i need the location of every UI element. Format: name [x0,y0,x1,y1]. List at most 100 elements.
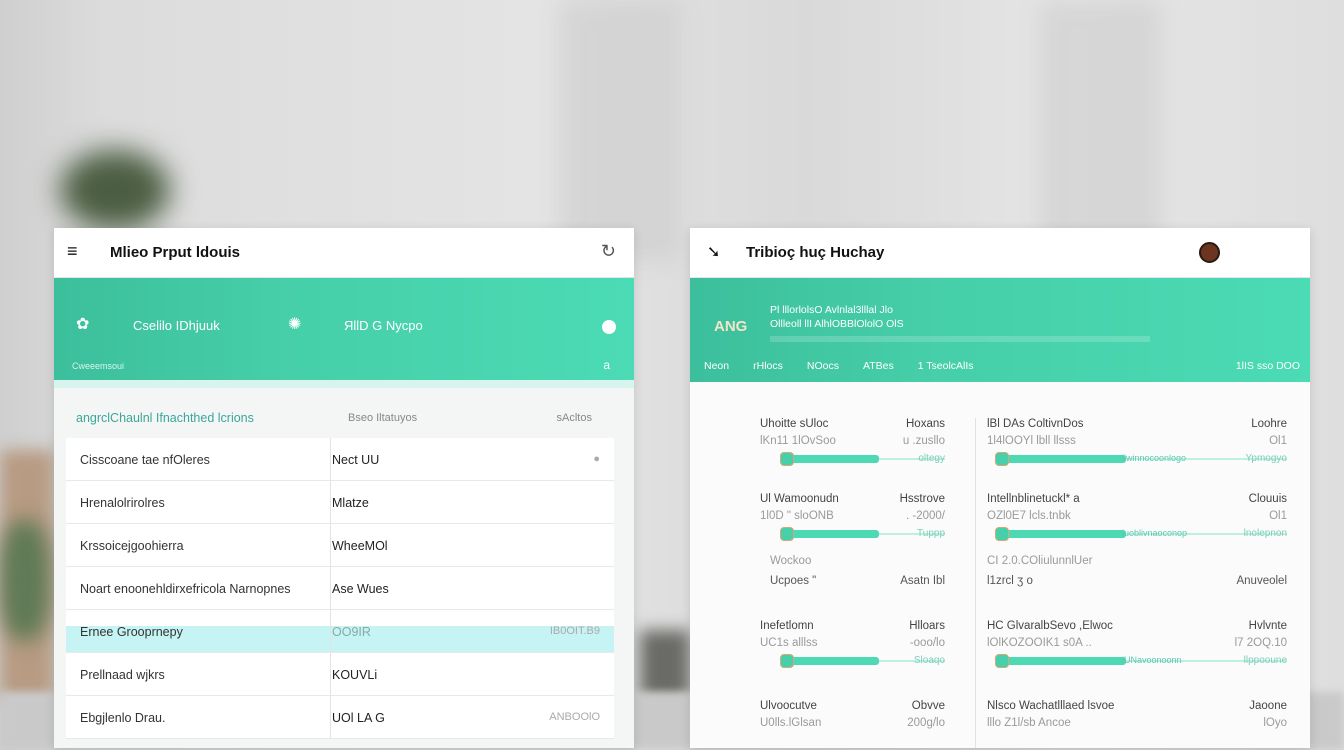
stat-sub-value: l7 2OQ.10 [1234,637,1287,649]
progress-handle[interactable] [780,654,794,668]
nav-tab[interactable]: ATBes [862,360,894,372]
stat-sub: 1l4lOOYl lbll llsss [987,435,1076,447]
stat-sub-value: 200g/lo [907,717,945,729]
nav-tab[interactable]: Neon [704,360,730,372]
stat-note-label: Ucpoes " [770,575,817,587]
stat-sub-value: lOyo [1263,717,1287,729]
stat-note-value: Anuveolel [1236,575,1287,587]
badge-icon: ✿ [76,316,90,333]
nav-tabs: Neon rHlocs NOocs ATBes 1 TseolcAlIs [704,360,974,372]
status-dot-icon[interactable] [602,320,616,334]
back-arrow-icon[interactable]: ➘ [707,244,721,261]
stat-label: Intellnblinetuckl* a [987,493,1080,505]
row-name: Krssoicejgoohierra [80,539,184,553]
progress-handle[interactable] [780,452,794,466]
divider [54,380,634,388]
column-divider [330,567,331,609]
stat-block: Nlsco Wachatlllaed lsvoe Jaoone lllo Z1l/s… [987,700,1287,748]
table-row[interactable]: Hrenalolrirolres Mlatze [66,481,614,524]
stat-block: Intellnblinetuckl* a Clouuis OZl0E7 lcls.t… [987,493,1287,587]
stat-label: Uhoitte sUloc [760,418,829,430]
stat-block: Inefetlomn Hlloars UC1s alllss -ooo/lo Sloaq… [760,620,945,680]
table-row[interactable]: Prellnaad wjkrs KOUVLi [66,653,614,696]
background-column [1040,0,1160,260]
row-value: UOl LA G [332,711,385,725]
page-title: Tribioç huç Huchay [746,244,885,261]
stat-sub-value: Ol1 [1269,510,1287,522]
progress-fill [780,657,879,665]
stat-value: Hlloars [909,620,945,632]
avatar[interactable] [1199,242,1220,263]
section-right-label: sAcltos [556,412,592,424]
nav-tab[interactable]: 1 TseolcAlIs [917,360,974,372]
banner-count: a [603,358,610,372]
row-value: OO9IR [332,625,371,639]
progress-text: luoblivnaoconop [1122,528,1188,538]
nav-tab[interactable]: rHlocs [753,360,783,372]
progress-handle[interactable] [995,654,1009,668]
logo: ANG [714,318,748,335]
section-column-label: Bseo Iltatuyos [348,412,418,424]
column-divider [330,610,331,652]
stat-sub: UC1s alllss [760,637,818,649]
stat-label: Ulvoocutve [760,700,817,712]
progress-handle[interactable] [780,527,794,541]
menu-icon[interactable]: ≡ [67,241,78,261]
gear-icon: ✺ [288,316,302,333]
stat-sub: OZl0E7 lcls.tnbk [987,510,1071,522]
row-name: Hrenalolrirolres [80,496,165,510]
banner-subtitle: Cweeemsoui [72,361,125,371]
progress-fill [995,455,1127,463]
stat-sub-value: u .zusllo [902,435,945,447]
stats-content: Uhoitte sUloc Hoxans lKn11 1lOvSoo u .zusll… [690,228,1310,748]
progress-text: lUNavoonoonn [1122,655,1182,665]
stat-block: lBl DAs ColtivnDos Loohre 1l4lOOYl lbll ll… [987,418,1287,478]
progress-fill [780,455,879,463]
table-row[interactable]: Cisscoane tae nfOleres Nect UU ● [66,438,614,481]
stat-sub-value: -ooo/lo [909,637,945,649]
row-highlight [66,626,614,652]
progress-handle[interactable] [995,452,1009,466]
refresh-icon[interactable]: ↻ [600,241,616,261]
stat-value: Loohre [1251,418,1287,430]
left-app-window: ≡ Mlieo Prput ldouis ↻ ✿ Cselilo IDhjuuk… [54,228,634,748]
stat-label: HC GlvaralbSevo ,Elwoc [987,620,1113,632]
progress-label: Sloaqo [913,655,945,666]
background-object [640,630,690,700]
banner-item-1[interactable]: Cselilo IDhjuuk [133,318,220,333]
stat-sub: U0lls.lGlsan [760,717,822,729]
progress-track [995,533,1287,535]
stat-note-value: Asatn Ibl [900,575,945,587]
progress-handle[interactable] [995,527,1009,541]
background-plant [60,150,170,230]
column-divider [330,481,331,523]
nav-right-status: 1lIS sso DOO [1235,360,1300,372]
stat-sub: lllo Z1l/sb Ancoe [987,717,1071,729]
row-name: Cisscoane tae nfOleres [80,453,210,467]
stat-sub: lOlKOZOOIK1 s0A .. [987,637,1092,649]
table-row[interactable]: Krssoicejgoohierra WheeMOl [66,524,614,567]
table-row[interactable]: Noart enoonehldirxefricola Narnopnes Ase … [66,567,614,610]
nav-tab[interactable]: NOocs [806,360,839,372]
column-divider [330,438,331,480]
section-heading: angrclChaulnl Ifnachthed lcrions [76,411,254,425]
progress-label: Ypmogyo [1245,453,1287,464]
row-extra: ANBOOlO [549,711,600,723]
background-plant [0,520,50,640]
progress-label: oltegy [918,453,945,464]
stat-label: Inefetlomn [760,620,814,632]
left-banner: ✿ Cselilo IDhjuuk ✺ ЯllD G Nycpo Cweeems… [54,278,634,380]
page-title: Mlieo Prput ldouis [110,244,240,261]
progress-label: Tuppp [917,528,945,539]
stat-label: lBl DAs ColtivnDos [987,418,1084,430]
row-extra: ● [593,453,600,465]
banner-item-2[interactable]: ЯllD G Nycpo [344,318,423,333]
stat-value: Hoxans [906,418,945,430]
table-row[interactable]: Ernee Grooprnepy OO9IR IB0OIT.B9 [66,610,614,653]
progress-label: llppooune [1243,655,1287,666]
progress-fill [780,530,879,538]
table-row[interactable]: Ebgjlenlo Drau. UOl LA G ANBOOlO [66,696,614,739]
row-value: WheeMOl [332,539,388,553]
stat-note: Wockoo [770,555,812,567]
banner-line-2: Ollleoll llI AlhlOBBlOlolO OlS [770,318,904,330]
